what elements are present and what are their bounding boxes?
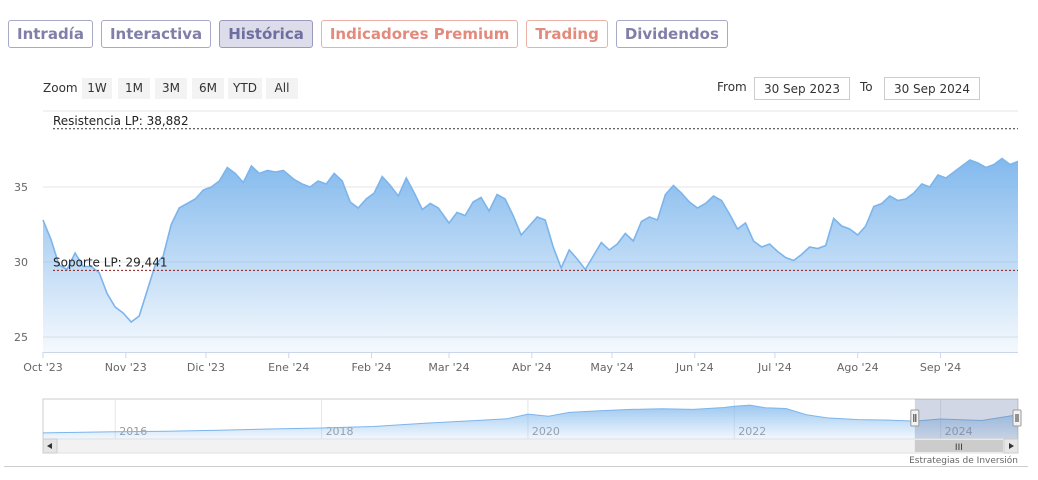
tab-interactiva[interactable]: Interactiva [100, 20, 212, 48]
price-area [43, 158, 1018, 352]
navigator-year-gridlines: 2016 2018 2020 2022 2024 [114, 399, 973, 439]
navigator-area [43, 405, 1018, 439]
x-tick-label: Sep '24 [920, 361, 961, 374]
tab-dividendos[interactable]: Dividendos [615, 20, 728, 48]
navigator-year-label: 2022 [738, 425, 766, 438]
bottom-divider [4, 466, 1028, 467]
scroll-right-button[interactable] [1003, 438, 1019, 454]
x-tick-label: Ago '24 [837, 361, 879, 374]
navigator-right-handle[interactable] [1012, 409, 1022, 427]
resistance-label: Resistencia LP: 38,882 [53, 114, 189, 128]
tab-historica[interactable]: Histórica [219, 20, 313, 48]
x-tick-label: Jun '24 [675, 361, 714, 374]
x-axis-labels: Oct '23 Nov '23 Dic '23 Ene '24 Feb '24 Mar '… [23, 352, 961, 374]
x-tick-label: Mar '24 [428, 361, 469, 374]
x-tick-label: Oct '23 [23, 361, 63, 374]
x-tick-label: Feb '24 [352, 361, 392, 374]
y-axis-labels: 25 30 35 [14, 181, 28, 344]
tab-trading[interactable]: Trading [526, 20, 608, 48]
from-label: From [717, 80, 747, 94]
x-tick-label: Jul '24 [757, 361, 792, 374]
y-tick-label: 25 [14, 331, 28, 344]
scroll-left-button[interactable] [42, 438, 58, 454]
navigator-year-label: 2016 [119, 425, 147, 438]
navigator-left-handle[interactable] [910, 409, 920, 427]
price-line [42, 157, 1019, 324]
navigator-year-label: 2020 [532, 425, 560, 438]
scroll-left-arrow-icon [47, 443, 52, 449]
navigator-year-label: 2018 [326, 425, 354, 438]
zoom-1m-button[interactable]: 1M [118, 78, 150, 99]
zoom-all-button[interactable]: All [266, 78, 298, 99]
zoom-3m-button[interactable]: 3M [155, 78, 187, 99]
from-date-input[interactable] [754, 77, 850, 100]
zoom-1w-button[interactable]: 1W [82, 78, 112, 99]
x-tick-label: Abr '24 [512, 361, 552, 374]
x-tick-label: Nov '23 [105, 361, 147, 374]
zoom-ytd-button[interactable]: YTD [228, 78, 262, 99]
to-date-input[interactable] [884, 77, 980, 100]
handle-grip-icon [1012, 409, 1022, 427]
navigator-selection[interactable] [914, 399, 1018, 439]
y-tick-label: 35 [14, 181, 28, 194]
period-tabs: Intradía Interactiva Histórica Indicador… [8, 20, 728, 48]
navigator-frame [42, 398, 1019, 440]
support-label: Soporte LP: 29,441 [53, 255, 168, 269]
x-tick-label: Dic '23 [187, 361, 225, 374]
scrollbar-track[interactable] [42, 438, 1019, 454]
to-label: To [860, 80, 873, 94]
scroll-grip-icon: III [955, 443, 963, 453]
scroll-right-arrow-icon [1009, 443, 1014, 449]
zoom-label: Zoom [43, 81, 78, 95]
navigator-line [42, 404, 1019, 434]
tab-indicadores-premium[interactable]: Indicadores Premium [320, 20, 519, 48]
tab-intradia[interactable]: Intradía [8, 20, 93, 48]
chart-credits: Estrategias de Inversión [909, 455, 1018, 466]
zoom-6m-button[interactable]: 6M [192, 78, 224, 99]
y-gridlines [43, 186, 1018, 338]
y-tick-label: 30 [14, 256, 28, 269]
x-tick-label: May '24 [590, 361, 633, 374]
x-tick-label: Ene '24 [268, 361, 309, 374]
scrollbar-thumb[interactable] [914, 440, 1003, 452]
handle-grip-icon [910, 409, 920, 427]
navigator-year-label: 2024 [945, 425, 973, 438]
